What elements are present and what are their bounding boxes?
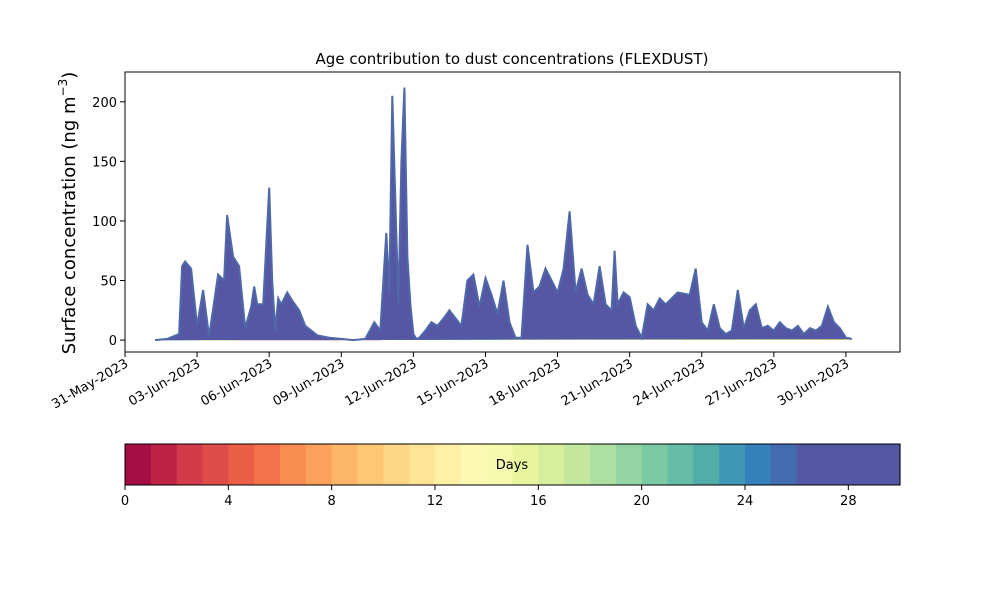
x-tick-label: 18-Jun-2023 (487, 356, 564, 409)
colorbar-tick-label: 12 (427, 494, 444, 509)
colorbar-tick-label: 28 (840, 494, 857, 509)
x-tick-label: 12-Jun-2023 (343, 356, 420, 409)
colorbar: 0 4 8 12 16 20 24 28 (121, 443, 901, 509)
colorbar-swatch (460, 444, 488, 485)
colorbar-swatch (615, 444, 643, 485)
colorbar-tick-label: 4 (224, 494, 232, 509)
x-tick-label: 09-Jun-2023 (270, 356, 347, 409)
colorbar-swatch (305, 444, 333, 485)
colorbar-swatch (538, 444, 565, 485)
y-tick-label: 100 (92, 215, 117, 230)
age-layer-26 (155, 87, 852, 341)
x-tick-label: 27-Jun-2023 (703, 356, 780, 409)
colorbar-swatch (435, 444, 462, 485)
x-tick-label: 06-Jun-2023 (198, 356, 275, 409)
y-axis-label-exponent: −3 (56, 79, 70, 97)
colorbar-swatch (848, 444, 875, 485)
colorbar-swatch (228, 444, 255, 485)
colorbar-swatch (176, 444, 204, 485)
colorbar-swatch (667, 444, 694, 485)
y-tick-label: 200 (92, 96, 117, 111)
colorbar-swatch (590, 444, 617, 485)
x-tick-label: 31-May-2023 (49, 356, 131, 412)
colorbar-swatch (409, 444, 436, 485)
x-axis: 31-May-202303-Jun-202306-Jun-202309-Jun-… (49, 352, 852, 412)
x-tick-label: 03-Jun-2023 (126, 356, 203, 409)
colorbar-tick-label: 20 (633, 494, 650, 509)
colorbar-swatch (486, 444, 514, 485)
x-tick-label: 24-Jun-2023 (631, 356, 708, 409)
colorbar-label: Days (496, 458, 529, 473)
colorbar-tick-label: 8 (328, 494, 336, 509)
y-axis-label: Surface concentration (ng m−3) (56, 72, 80, 355)
colorbar-swatch (357, 444, 384, 485)
colorbar-swatch (693, 444, 720, 485)
colorbar-tick-label: 16 (530, 494, 547, 509)
y-axis-label-close: ) (59, 72, 80, 79)
chart-title: Age contribution to dust concentrations … (316, 50, 709, 68)
plot-area (124, 71, 901, 353)
colorbar-swatch (796, 444, 824, 485)
colorbar-swatch (822, 444, 849, 485)
colorbar-swatch (383, 444, 410, 485)
y-tick-label: 150 (92, 155, 117, 170)
colorbar-swatch (641, 444, 669, 485)
colorbar-swatch (331, 444, 359, 485)
colorbar-tick-label: 24 (737, 494, 754, 509)
colorbar-swatch (770, 444, 798, 485)
y-tick-label: 0 (109, 334, 117, 349)
colorbar-swatch (564, 444, 591, 485)
colorbar-swatch (125, 444, 152, 485)
total-concentration-line (154, 87, 853, 342)
colorbar-swatch (150, 444, 178, 485)
x-tick-label: 21-Jun-2023 (559, 356, 636, 409)
plot-frame (124, 71, 901, 353)
y-tick-label: 50 (100, 275, 117, 290)
colorbar-swatch (719, 444, 746, 485)
colorbar-swatch (254, 444, 281, 485)
colorbar-tick-label: 0 (121, 494, 129, 509)
y-axis-label-text: Surface concentration (ng m (59, 96, 80, 354)
colorbar-swatch (512, 444, 539, 485)
colorbar-swatch (745, 444, 772, 485)
colorbar-frame (124, 443, 901, 486)
colorbar-swatch (280, 444, 307, 485)
y-axis: 0 50 100 150 200 (92, 96, 125, 349)
x-tick-label: 30-Jun-2023 (775, 356, 852, 409)
colorbar-swatch (202, 444, 229, 485)
colorbar-swatch (874, 444, 901, 485)
x-tick-label: 15-Jun-2023 (415, 356, 492, 409)
